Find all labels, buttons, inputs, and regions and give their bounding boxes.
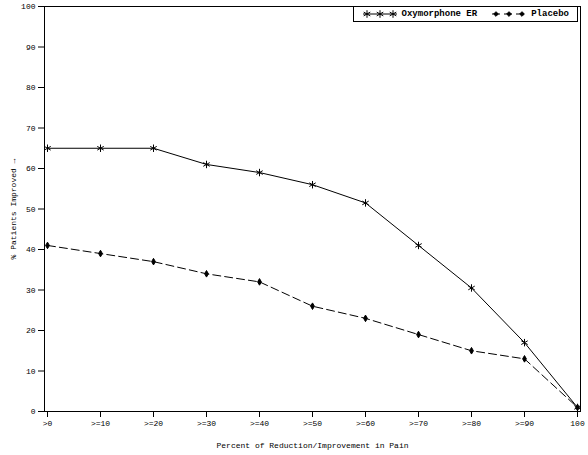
svg-text:50: 50 xyxy=(26,205,36,214)
svg-text:>=60: >=60 xyxy=(356,419,375,428)
svg-text:>=90: >=90 xyxy=(515,419,534,428)
html-text:Placebo: Placebo xyxy=(531,9,569,19)
svg-text:>=70: >=70 xyxy=(409,419,428,428)
svg-text:80: 80 xyxy=(26,83,36,92)
svg-text:20: 20 xyxy=(26,326,36,335)
svg-text:40: 40 xyxy=(26,245,36,254)
svg-text:>=80: >=80 xyxy=(462,419,481,428)
svg-text:90: 90 xyxy=(26,43,36,52)
svg-text:10: 10 xyxy=(26,367,36,376)
svg-text:100: 100 xyxy=(570,419,585,428)
svg-text:>=40: >=40 xyxy=(250,419,269,428)
svg-text:30: 30 xyxy=(26,286,36,295)
svg-text:>=20: >=20 xyxy=(144,419,163,428)
svg-text:% Patients Improved →: % Patients Improved → xyxy=(9,158,18,259)
svg-text:Percent of Reduction/Improveme: Percent of Reduction/Improvement in Pain xyxy=(216,441,408,450)
svg-text:>=10: >=10 xyxy=(91,419,110,428)
svg-text:100: 100 xyxy=(21,2,36,11)
html-text:Oxymorphone ER: Oxymorphone ER xyxy=(401,9,478,19)
svg-text:60: 60 xyxy=(26,164,36,173)
svg-text:>0: >0 xyxy=(43,419,53,428)
svg-text:>=30: >=30 xyxy=(197,419,216,428)
svg-text:>=50: >=50 xyxy=(303,419,322,428)
svg-text:0: 0 xyxy=(31,407,36,416)
svg-text:70: 70 xyxy=(26,124,36,133)
